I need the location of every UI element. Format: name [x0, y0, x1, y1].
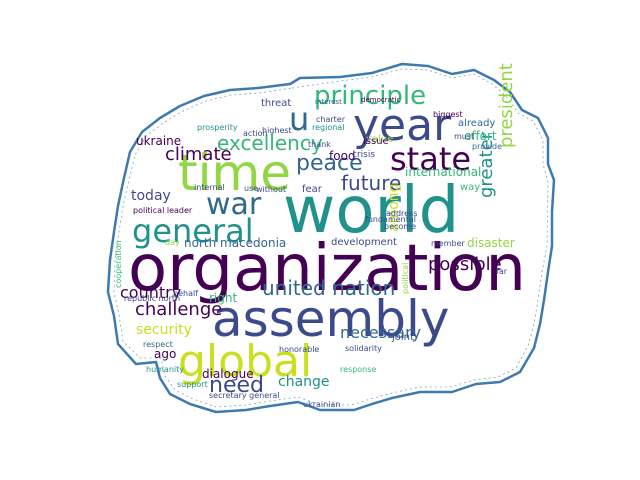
word-general: general: [132, 212, 254, 250]
word-future: future: [341, 171, 401, 195]
word-use: use: [244, 184, 258, 193]
word-effort: effort: [464, 129, 497, 143]
cloud-outline-inner: [113, 68, 549, 408]
word-change: change: [278, 374, 330, 390]
word-ukrainian: ukrainian: [303, 400, 340, 409]
word-climate: climate: [165, 144, 232, 165]
word-need: need: [209, 373, 264, 398]
word-biggest: biggest: [433, 110, 463, 119]
word-development: development: [331, 237, 397, 248]
word-principle: principle: [314, 81, 426, 111]
word-without: without: [256, 185, 286, 194]
word-peace: peace: [296, 151, 363, 176]
word-honorable: honorable: [279, 345, 319, 354]
word-u: u: [289, 100, 309, 138]
word-democratic: democratic: [361, 96, 401, 104]
word-excellency: excellency: [217, 131, 323, 155]
word-greater: greater: [476, 131, 497, 198]
word-dialogue: dialogue: [202, 367, 254, 381]
word-humanity: humanity: [146, 365, 184, 374]
word-secretary-general: secretary general: [209, 391, 280, 400]
word-solidarity: solidarity: [345, 344, 382, 353]
word-respect: respect: [143, 340, 173, 349]
word-regional: regional: [312, 123, 344, 132]
word-north-macedonia: north macedonia: [184, 236, 286, 250]
word-prosperity: prosperity: [197, 123, 238, 132]
word-international: international: [405, 165, 481, 179]
word-already: already: [458, 118, 495, 129]
word-charter: charter: [316, 115, 346, 124]
word-cooperation: cooperation: [114, 240, 123, 288]
word-support: support: [177, 380, 208, 389]
word-right: right: [209, 291, 237, 305]
cloud-outline: [106, 62, 556, 414]
word-member: member: [431, 239, 466, 248]
word-value: value: [366, 134, 393, 145]
word-far: far: [496, 267, 508, 276]
word-among: among: [386, 183, 402, 232]
word-country: country: [120, 283, 181, 302]
word-challenge: challenge: [135, 299, 222, 320]
word-fear: fear: [302, 184, 323, 195]
word-necessary: necessary: [340, 323, 421, 342]
word-day: day: [165, 238, 180, 247]
word-global: global: [178, 336, 312, 387]
word-thank: thank: [308, 140, 331, 149]
word-threat: threat: [261, 98, 291, 109]
word-security: security: [136, 322, 192, 338]
word-crisis: crisis: [352, 150, 375, 160]
word-today: today: [131, 188, 171, 204]
word-political: political: [401, 263, 410, 294]
word-possible: possible: [428, 254, 502, 275]
word-disaster: disaster: [467, 236, 515, 250]
word-ukraine: ukraine: [136, 134, 181, 148]
word-issue: issue: [363, 136, 389, 147]
word-time: time: [178, 144, 291, 202]
word-president: president: [496, 63, 517, 148]
word-become: become: [384, 222, 416, 231]
word-interest: interest: [315, 98, 342, 106]
word-behalf: behalf: [173, 289, 198, 298]
word-address: address: [386, 209, 417, 218]
word-political-leader: political leader: [133, 206, 193, 215]
word-year: year: [353, 100, 452, 151]
word-state: state: [390, 140, 471, 178]
word-ago: ago: [154, 347, 176, 361]
word-joint: joint: [391, 332, 414, 343]
word-united-nation: united nation: [262, 276, 395, 300]
word-fundamental: fundamental: [365, 215, 416, 224]
word-war: war: [206, 187, 262, 222]
word-assembly: assembly: [212, 290, 449, 348]
word-provide: provide: [472, 142, 502, 151]
word-way: way: [460, 182, 480, 193]
word-internal: internal: [194, 183, 225, 192]
word-food: food: [329, 149, 356, 163]
word-highest: highest: [262, 126, 292, 135]
word-must: must: [454, 132, 474, 141]
word-world: world: [283, 174, 459, 248]
word-response: response: [340, 365, 376, 374]
word-organization: organization: [128, 232, 526, 306]
word-republic-north: republic north: [124, 294, 180, 303]
word-action: action: [243, 129, 268, 138]
